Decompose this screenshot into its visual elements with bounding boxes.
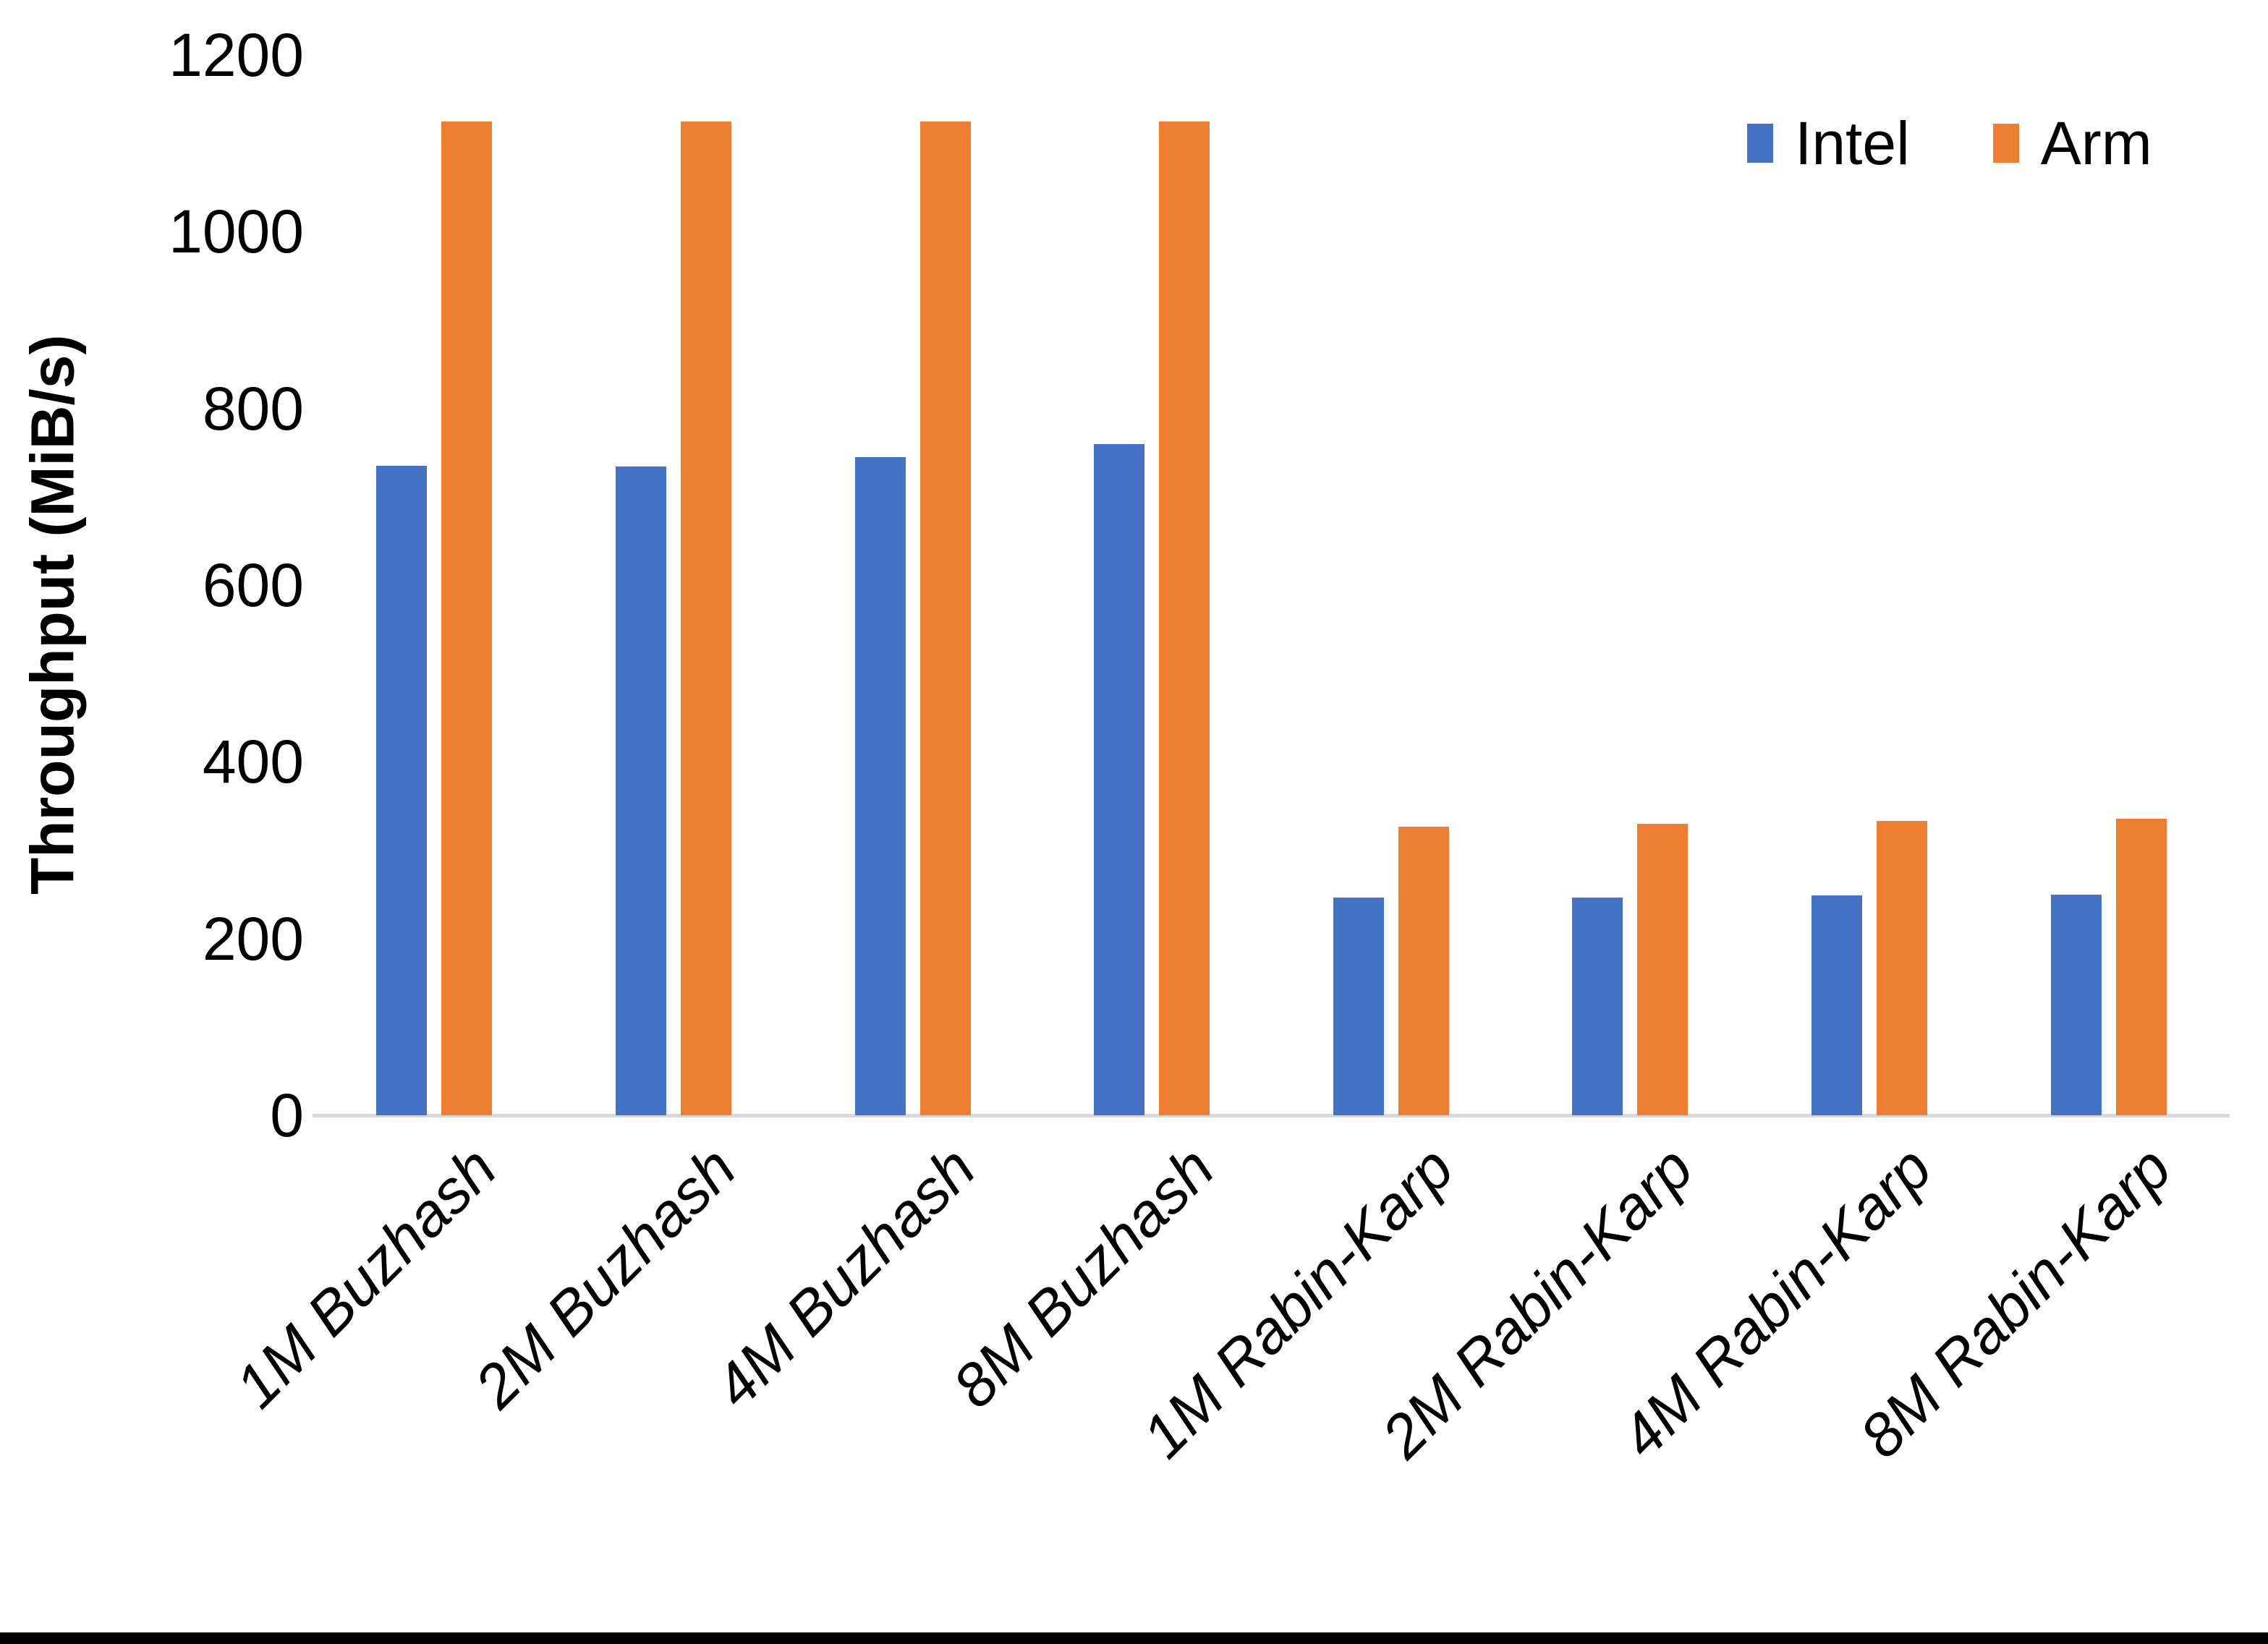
- bar-group-1m-rabin-karp: [1272, 55, 1511, 1115]
- bar-group-4m-buzhash: [793, 55, 1032, 1115]
- bar-arm-1m-rabin-karp[interactable]: [1398, 827, 1449, 1115]
- bar-group-2m-buzhash: [554, 55, 794, 1115]
- legend-item-intel[interactable]: Intel: [1747, 113, 1910, 174]
- chart-legend: Intel Arm: [1747, 113, 2152, 174]
- bar-intel-8m-buzhash[interactable]: [1094, 444, 1145, 1115]
- bar-intel-1m-rabin-karp[interactable]: [1333, 898, 1384, 1115]
- bar-intel-8m-rabin-karp[interactable]: [2050, 895, 2102, 1115]
- legend-label-arm: Arm: [2040, 109, 2152, 177]
- y-tick-label-400: 400: [202, 728, 304, 796]
- bar-intel-1m-buzhash[interactable]: [376, 466, 428, 1115]
- bar-intel-4m-rabin-karp[interactable]: [1812, 895, 1863, 1115]
- bar-intel-4m-buzhash[interactable]: [854, 457, 906, 1115]
- bar-intel-2m-rabin-karp[interactable]: [1572, 898, 1623, 1115]
- bar-arm-8m-rabin-karp[interactable]: [2115, 819, 2167, 1115]
- bottom-border: [0, 1632, 2268, 1644]
- y-tick-label-1000: 1000: [169, 197, 304, 266]
- legend-swatch-arm: [1992, 124, 2019, 163]
- bar-arm-4m-rabin-karp[interactable]: [1877, 821, 1928, 1115]
- bar-intel-2m-buzhash[interactable]: [615, 467, 666, 1115]
- legend-swatch-intel: [1747, 124, 1773, 163]
- bar-arm-2m-buzhash[interactable]: [680, 122, 731, 1115]
- bar-group-4m-rabin-karp: [1750, 55, 1989, 1115]
- y-tick-label-600: 600: [202, 551, 304, 619]
- x-axis-line: [313, 1114, 2230, 1117]
- bar-group-2m-rabin-karp: [1511, 55, 1750, 1115]
- bars-container: [315, 55, 2228, 1115]
- bar-arm-2m-rabin-karp[interactable]: [1637, 824, 1689, 1115]
- y-tick-label-1200: 1200: [169, 21, 304, 89]
- y-tick-label-0: 0: [270, 1081, 304, 1149]
- legend-label-intel: Intel: [1795, 109, 1910, 177]
- plot-area: [313, 55, 2230, 1117]
- bar-group-8m-buzhash: [1032, 55, 1272, 1115]
- bar-arm-4m-buzhash[interactable]: [919, 122, 971, 1115]
- y-tick-label-200: 200: [202, 904, 304, 973]
- legend-item-arm[interactable]: Arm: [1992, 109, 2152, 177]
- bar-group-1m-buzhash: [315, 55, 554, 1115]
- y-tick-label-800: 800: [202, 374, 304, 443]
- bar-arm-1m-buzhash[interactable]: [441, 122, 493, 1115]
- bar-group-8m-rabin-karp: [1989, 55, 2228, 1115]
- bar-arm-8m-buzhash[interactable]: [1159, 122, 1210, 1115]
